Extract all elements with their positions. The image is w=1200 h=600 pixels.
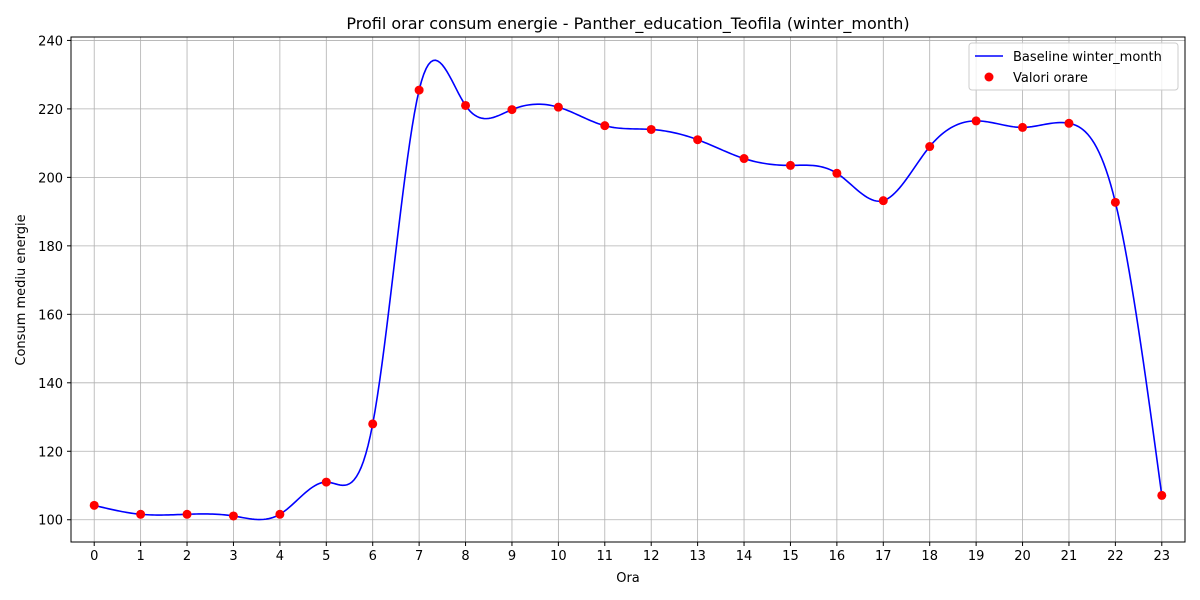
x-tick-label: 8 (461, 549, 469, 564)
data-point (1064, 118, 1074, 128)
y-axis-title: Consum mediu energie (14, 214, 29, 365)
data-point (1157, 490, 1167, 500)
data-point (553, 102, 563, 112)
legend-box (968, 42, 1179, 91)
x-tick-label: 19 (968, 549, 985, 564)
x-tick-label: 21 (1061, 549, 1078, 564)
data-point (1110, 197, 1120, 207)
data-point (971, 116, 981, 126)
x-tick-label: 13 (689, 549, 706, 564)
y-tick-label: 120 (38, 445, 63, 460)
data-point (832, 168, 842, 178)
legend-label-baseline: Baseline winter_month (1013, 50, 1162, 65)
data-point (646, 124, 656, 134)
data-point (182, 509, 192, 519)
data-point (878, 196, 888, 206)
x-tick-label: 18 (921, 549, 938, 564)
x-tick-label: 12 (643, 549, 660, 564)
x-tick-label: 17 (875, 549, 892, 564)
data-point (785, 160, 795, 170)
data-point (693, 135, 703, 145)
x-axis-title: Ora (616, 571, 640, 586)
y-tick-label: 200 (38, 171, 63, 186)
data-point (1018, 122, 1028, 132)
data-point (414, 85, 424, 95)
x-tick-label: 20 (1014, 549, 1031, 564)
y-tick-label: 220 (38, 103, 63, 118)
y-tick-label: 180 (38, 240, 63, 255)
x-axis: 0 1 2 3 4 5 6 7 8 9 10 11 12 13 14 15 16 17 18 19 20 21 22 23 (90, 542, 1170, 564)
data-point (228, 511, 238, 521)
x-tick-label: 3 (229, 549, 237, 564)
x-tick-label: 14 (736, 549, 753, 564)
x-tick-label: 23 (1154, 549, 1171, 564)
plot-area (89, 59, 1167, 521)
legend-label-values: Valori orare (1013, 71, 1088, 86)
x-tick-label: 10 (550, 549, 567, 564)
y-tick-label: 160 (38, 308, 63, 323)
x-tick-label: 16 (829, 549, 846, 564)
x-tick-label: 0 (90, 549, 98, 564)
grid (71, 37, 1185, 542)
x-tick-label: 15 (782, 549, 799, 564)
x-tick-label: 1 (136, 549, 144, 564)
x-tick-label: 11 (597, 549, 614, 564)
data-point (600, 121, 610, 131)
legend: Baseline winter_month Valori orare (968, 42, 1179, 91)
y-tick-label: 100 (38, 514, 63, 529)
y-tick-label: 240 (38, 34, 63, 49)
data-point (89, 500, 99, 510)
data-point (739, 154, 749, 164)
x-tick-label: 4 (276, 549, 284, 564)
x-tick-label: 7 (415, 549, 423, 564)
y-tick-label: 140 (38, 377, 63, 392)
x-tick-label: 6 (369, 549, 377, 564)
data-point (368, 419, 378, 429)
legend-marker-swatch (984, 72, 994, 82)
plot-frame (70, 36, 1186, 543)
data-point (136, 509, 146, 519)
data-point (507, 105, 517, 115)
x-tick-label: 22 (1107, 549, 1124, 564)
x-tick-label: 5 (322, 549, 330, 564)
x-tick-label: 9 (508, 549, 516, 564)
data-point (461, 100, 471, 110)
data-point (275, 509, 285, 519)
x-tick-label: 2 (183, 549, 191, 564)
baseline-line (94, 59, 1163, 521)
data-point (925, 142, 935, 152)
chart-title: Profil orar consum energie - Panther_edu… (346, 14, 909, 34)
y-axis: 100 120 140 160 180 200 220 240 (38, 34, 71, 529)
data-point (321, 477, 331, 487)
